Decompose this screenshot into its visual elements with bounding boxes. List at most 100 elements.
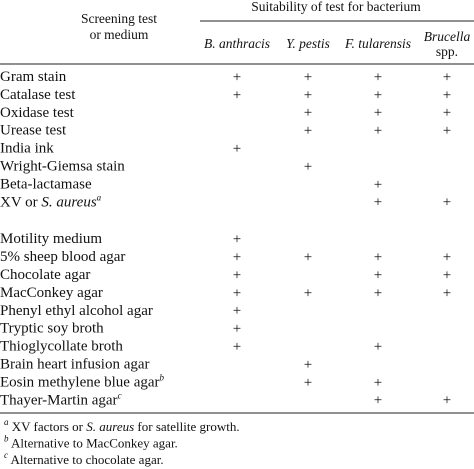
text-segment: Phenyl ethyl alcohol agar (0, 303, 153, 319)
text-segment: Motility medium (0, 232, 102, 248)
rich-text: B. anthracis (204, 36, 270, 51)
text-segment: Eosin methylene blue agar (0, 375, 160, 391)
text-segment: for satellite growth. (134, 419, 239, 434)
rich-text: MacConkey agar (0, 285, 103, 301)
text-segment: Thioglycollate broth (0, 339, 123, 355)
cell: + (233, 250, 241, 266)
cell: + (233, 141, 241, 157)
text-segment: Brucella (424, 29, 471, 44)
text-segment: Y. pestis (286, 36, 330, 51)
cell: + (233, 339, 241, 355)
rich-text: Chocolate agar (0, 267, 90, 283)
rich-text: Oxidase test (0, 105, 75, 121)
cell: + (233, 267, 241, 283)
rich-text: Thioglycollate broth (0, 339, 123, 355)
text-segment: Chocolate agar (0, 267, 90, 283)
rich-text: Phenyl ethyl alcohol agar (0, 303, 153, 319)
cell: + (374, 177, 382, 193)
text-segment: a (4, 417, 9, 427)
text-segment: Gram stain (0, 69, 67, 85)
cell: + (233, 321, 241, 337)
text-segment: Alternative to MacConkey agar. (9, 435, 178, 450)
cell: + (443, 123, 451, 139)
cell: + (304, 123, 312, 139)
cell: + (443, 393, 451, 409)
text-segment: a (97, 192, 102, 202)
cell: + (304, 285, 312, 301)
cell: + (304, 87, 312, 103)
cell: + (443, 285, 451, 301)
rich-text: Thayer-Martin agarc (0, 390, 122, 408)
text-segment: b (160, 372, 165, 382)
cell: + (304, 69, 312, 85)
cell: + (233, 285, 241, 301)
rich-text: India ink (0, 141, 54, 157)
text-segment: XV or (0, 195, 41, 211)
cell: + (304, 250, 312, 266)
text-segment: c (4, 450, 8, 460)
cell: + (374, 393, 382, 409)
text-segment: S. aureus (86, 419, 134, 434)
cell: + (233, 232, 241, 248)
rich-text: Brain heart infusion agar (0, 357, 150, 373)
cell: + (443, 69, 451, 85)
rich-text: Y. pestis (286, 36, 330, 51)
rich-text: 5% sheep blood agar (0, 250, 125, 266)
text-segment: XV factors or (9, 419, 87, 434)
cell: + (374, 123, 382, 139)
cell: + (374, 339, 382, 355)
text-segment: Urease test (0, 123, 67, 139)
cell: + (374, 267, 382, 283)
rich-text: F. tularensis (344, 36, 411, 51)
rich-text: a XV factors or S. aureus for satellite … (4, 417, 240, 434)
spanner: Suitability of test for bacterium (251, 0, 421, 14)
rich-text: Brucella (424, 29, 471, 44)
cell: + (304, 357, 312, 373)
cell: + (443, 267, 451, 283)
text-segment: Beta-lactamase (0, 177, 92, 193)
text-segment: Alternative to chocolate agar. (8, 452, 164, 467)
text-segment: 5% sheep blood agar (0, 250, 125, 266)
cell: + (443, 105, 451, 121)
cell: + (374, 375, 382, 391)
text-segment: India ink (0, 141, 54, 157)
text-segment: F. tularensis (344, 36, 411, 51)
rich-text: Eosin methylene blue agarb (0, 372, 165, 390)
cell: + (304, 105, 312, 121)
text-segment: Catalase test (0, 87, 76, 103)
cell: + (374, 250, 382, 266)
text-segment: b (4, 434, 9, 444)
rich-text: Urease test (0, 123, 67, 139)
text-segment: c (118, 390, 122, 400)
text-segment: Thayer-Martin agar (0, 393, 118, 409)
text-segment: Oxidase test (0, 105, 75, 121)
rich-text: Motility medium (0, 232, 102, 248)
rich-text: b Alternative to MacConkey agar. (4, 434, 178, 451)
text-segment: spp. (436, 44, 458, 59)
rich-text: spp. (436, 44, 458, 59)
cell: + (374, 195, 382, 211)
text-segment: S. aureus (41, 195, 96, 211)
rich-text: Beta-lactamase (0, 177, 92, 193)
cell: + (304, 159, 312, 175)
text-segment: Brain heart infusion agar (0, 357, 150, 373)
text-segment: Tryptic soy broth (0, 321, 104, 337)
cell: + (374, 285, 382, 301)
cell: + (374, 105, 382, 121)
cell: + (443, 195, 451, 211)
rich-text: Tryptic soy broth (0, 321, 104, 337)
text-segment: Wright-Giemsa stain (0, 159, 125, 175)
rich-text: Gram stain (0, 69, 67, 85)
cell: + (233, 303, 241, 319)
text-segment: MacConkey agar (0, 285, 103, 301)
cell: + (374, 69, 382, 85)
cell: + (374, 87, 382, 103)
cell: + (304, 375, 312, 391)
cell: + (443, 87, 451, 103)
text-segment: B. anthracis (204, 36, 270, 51)
cell: + (233, 87, 241, 103)
rich-text: c Alternative to chocolate agar. (4, 450, 164, 467)
stub-header: Screening test (81, 11, 157, 26)
rich-text: Catalase test (0, 87, 76, 103)
